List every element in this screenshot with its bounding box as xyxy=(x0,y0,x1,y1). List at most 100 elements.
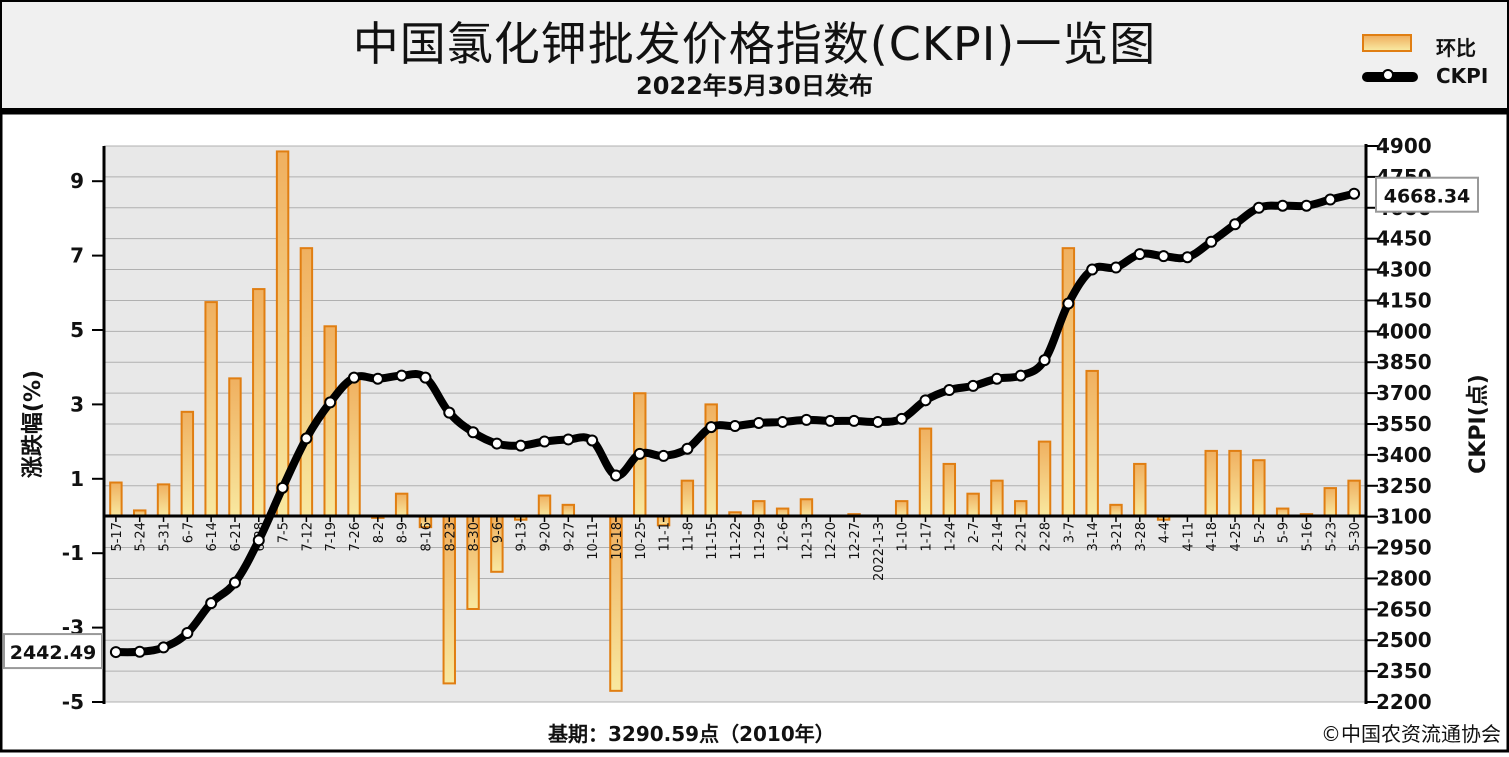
right-tick-label: 2650 xyxy=(1376,597,1432,621)
right-axis-title: CKPI(点) xyxy=(1465,374,1491,474)
ckpi-point xyxy=(871,415,884,428)
x-tick-label: 12-6 xyxy=(777,522,792,552)
ckpi-point xyxy=(1062,297,1075,310)
ckpi-point xyxy=(1348,187,1361,200)
bar xyxy=(275,150,290,517)
x-tick-label: 6-7 xyxy=(181,522,196,543)
x-tick-label: 11-29 xyxy=(753,522,768,560)
left-tick-label: 1 xyxy=(70,467,84,491)
copyright-note: ©中国农资流通协会 xyxy=(1321,722,1501,746)
bar xyxy=(347,377,361,517)
ckpi-point xyxy=(919,394,932,407)
bar xyxy=(966,492,980,517)
x-tick-label: 3-7 xyxy=(1062,522,1077,543)
ckpi-point xyxy=(514,439,527,452)
bar xyxy=(799,498,814,518)
ckpi-point xyxy=(324,396,337,409)
ckpi-point xyxy=(681,442,694,455)
ckpi-point xyxy=(1205,235,1218,248)
ckpi-point xyxy=(848,414,861,427)
ckpi-point xyxy=(157,641,170,654)
ckpi-point xyxy=(252,534,265,547)
bar xyxy=(894,500,909,517)
ckpi-point xyxy=(1181,251,1194,264)
x-tick-label: 10-11 xyxy=(586,522,601,560)
x-tick-label: 9-20 xyxy=(539,522,554,552)
x-tick-label: 10-25 xyxy=(634,522,649,560)
ckpi-point xyxy=(371,372,384,385)
end-value-label: 4668.34 xyxy=(1384,186,1471,208)
bar xyxy=(1228,449,1242,517)
left-tick-label: 9 xyxy=(70,169,84,193)
ckpi-point xyxy=(300,432,313,445)
ckpi-point xyxy=(395,369,408,382)
x-tick-label: 8-2 xyxy=(372,522,387,543)
bar xyxy=(1037,440,1052,518)
ckpi-point xyxy=(538,435,551,448)
right-tick-label: 4900 xyxy=(1376,134,1432,158)
x-tick-label: 5-23 xyxy=(1324,522,1339,552)
x-tick-label: 11-1 xyxy=(658,522,673,552)
left-axis-title: 涨跌幅(%) xyxy=(21,370,46,478)
ckpi-point xyxy=(633,447,646,460)
x-tick-label: 9-6 xyxy=(491,522,506,543)
left-tick-label: 7 xyxy=(70,244,84,268)
ckpi-point xyxy=(1133,248,1146,261)
bar xyxy=(918,427,933,517)
ckpi-point xyxy=(776,415,789,428)
ckpi-point xyxy=(990,372,1003,385)
ckpi-point xyxy=(467,426,480,439)
x-tick-label: 5-17 xyxy=(110,522,125,552)
x-tick-label: 5-2 xyxy=(1253,522,1268,543)
ckpi-point xyxy=(133,645,146,658)
x-tick-label: 1-10 xyxy=(896,522,911,552)
x-tick-label: 6-14 xyxy=(205,522,220,552)
x-tick-label: 5-31 xyxy=(158,522,173,552)
ckpi-point xyxy=(562,433,575,446)
x-tick-label: 8-9 xyxy=(396,522,411,543)
bar xyxy=(204,301,218,517)
legend-bar-swatch xyxy=(1362,34,1412,52)
ckpi-point xyxy=(800,413,813,426)
x-tick-label: 12-20 xyxy=(824,522,839,560)
bar xyxy=(394,492,409,517)
ckpi-point xyxy=(824,414,837,427)
x-tick-label: 5-24 xyxy=(134,522,149,552)
x-tick-label: 5-16 xyxy=(1300,522,1315,552)
x-tick-label: 12-13 xyxy=(800,522,815,560)
x-tick-label: 10-18 xyxy=(610,522,625,560)
bar xyxy=(299,247,314,517)
x-tick-label: 3-21 xyxy=(1110,522,1125,552)
bar xyxy=(537,494,552,518)
ckpi-point xyxy=(729,420,741,433)
header-panel xyxy=(0,0,1509,110)
ckpi-point xyxy=(1324,193,1337,206)
right-tick-label: 2350 xyxy=(1376,659,1432,683)
x-tick-label: 11-15 xyxy=(705,522,720,560)
ckpi-point xyxy=(1300,199,1313,212)
bar xyxy=(942,462,957,518)
legend-bar-label: 环比 xyxy=(1436,36,1476,60)
bar xyxy=(561,503,576,517)
chart-title: 中国氯化钾批发价格指数(CKPI)一览图 xyxy=(352,17,1157,71)
x-tick-label: 12-27 xyxy=(848,522,863,560)
bar xyxy=(680,479,695,518)
right-tick-label: 3400 xyxy=(1376,443,1432,467)
x-tick-label: 8-16 xyxy=(419,522,434,552)
x-tick-label: 3-14 xyxy=(1086,522,1101,552)
x-tick-label: 11-22 xyxy=(729,522,744,560)
x-tick-label: 4-4 xyxy=(1158,522,1173,543)
end-value-box xyxy=(1375,176,1479,213)
x-tick-label: 2022-1-3 xyxy=(872,522,887,581)
bar xyxy=(1347,479,1361,518)
x-tick-label: 7-19 xyxy=(324,522,339,552)
bar xyxy=(109,481,123,517)
x-tick-label: 11-8 xyxy=(681,522,696,552)
right-tick-label: 3700 xyxy=(1376,381,1432,405)
bar xyxy=(228,377,242,517)
right-tick-label: 2950 xyxy=(1376,536,1432,560)
right-tick-label: 2800 xyxy=(1376,566,1432,590)
x-tick-label: 7-5 xyxy=(277,522,292,543)
right-tick-label: 3850 xyxy=(1376,350,1432,374)
x-tick-label: 1-17 xyxy=(919,522,934,552)
